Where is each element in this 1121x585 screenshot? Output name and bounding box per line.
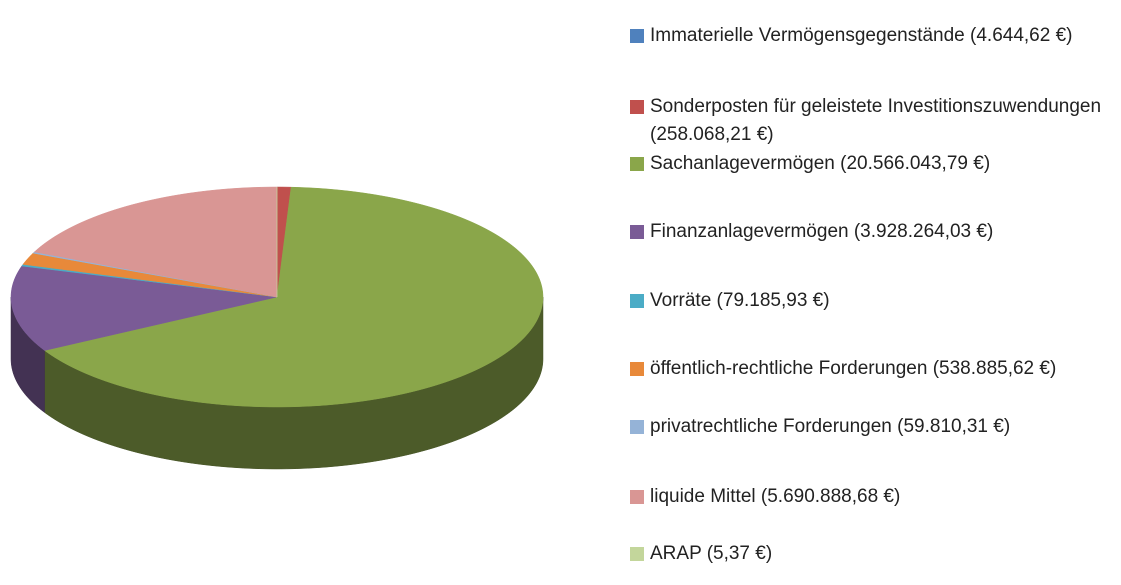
legend-entry: Vorräte (79.185,93 €) [630,287,1118,315]
legend-label: Sonderposten für geleistete Investitions… [650,96,1102,117]
legend-value: (20.566.043,79 €) [840,153,991,174]
legend-value: (5,37 €) [706,543,773,564]
legend-label: Vorräte [650,290,712,311]
legend-swatch [630,294,644,308]
legend-entry: liquide Mittel (5.690.888,68 €) [630,483,1118,511]
legend-label: privatrechtliche Forderungen [650,416,892,437]
legend-swatch [630,547,644,561]
legend-swatch [630,362,644,376]
pie-slice [33,186,278,298]
legend-value: (3.928.264,03 €) [853,221,994,242]
legend-value: (5.690.888,68 €) [760,486,901,507]
legend-swatch [630,225,644,239]
legend-swatch [630,100,644,114]
legend-value: (4.644,62 €) [970,25,1073,46]
legend-entry: öffentlich-rechtliche Forderungen (538.8… [630,355,1118,383]
legend-label: Immaterielle Vermögensgegenstände [650,25,965,46]
legend-entry: privatrechtliche Forderungen (59.810,31 … [630,413,1118,441]
legend-swatch [630,490,644,504]
legend-label: Finanzanlagevermögen [650,221,849,242]
legend-value: (538.885,62 €) [932,358,1057,379]
legend-swatch [630,29,644,43]
legend-entry: Finanzanlagevermögen (3.928.264,03 €) [630,218,1118,246]
pie-slice [22,252,278,298]
legend-label: liquide Mittel [650,486,756,507]
pie-area [10,186,544,470]
legend-swatch [630,420,644,434]
pie-slice [10,265,278,351]
legend-label: Sachanlagevermögen [650,153,835,174]
legend-label: öffentlich-rechtliche Forderungen [650,358,928,379]
legend-entry: Immaterielle Vermögensgegenstände (4.644… [630,22,1118,50]
legend-value: (258.068,21 €) [650,124,774,145]
legend-entry: Sonderposten für geleistete Investitions… [630,93,1118,149]
legend-value: (79.185,93 €) [716,290,830,311]
legend-entry: Sachanlagevermögen (20.566.043,79 €) [630,150,1118,178]
pie-slice [43,186,544,408]
legend-swatch [630,157,644,171]
legend-value: (59.810,31 €) [897,416,1011,437]
legend-entry: ARAP (5,37 €) [630,540,1118,568]
legend-label: ARAP [650,543,702,564]
